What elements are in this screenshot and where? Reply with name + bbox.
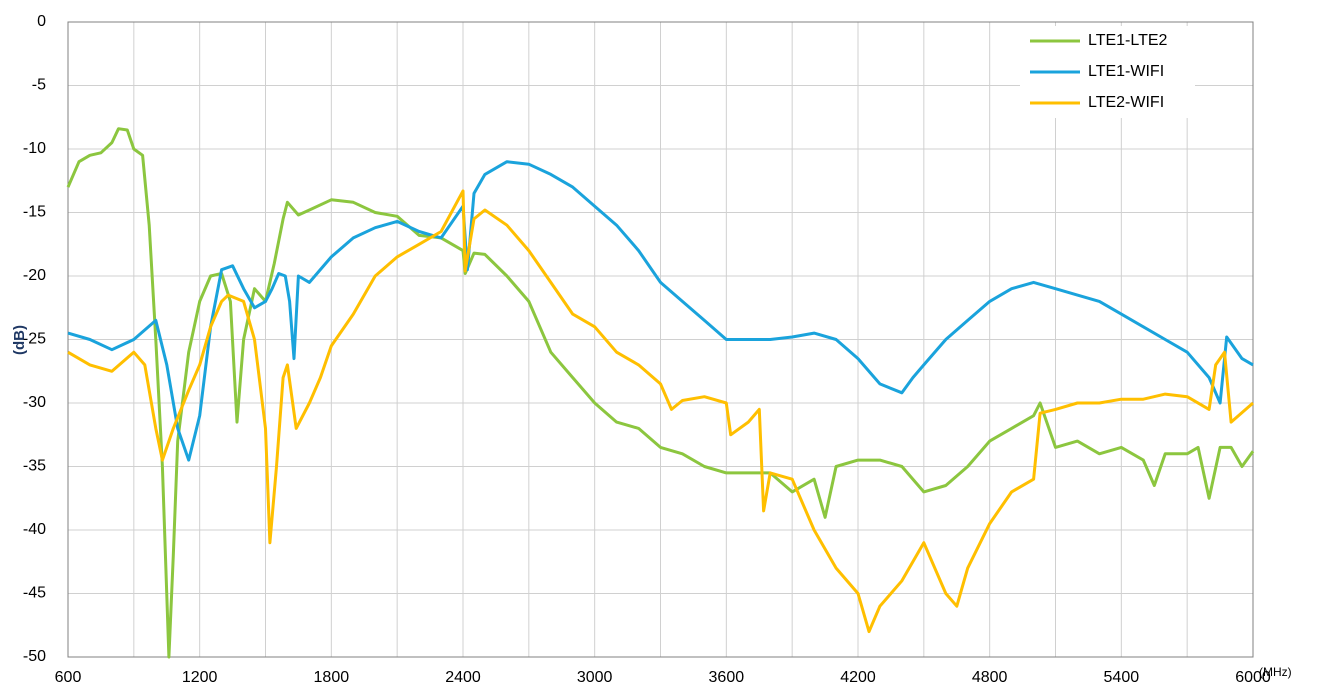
x-tick-label: 5400 [1104,669,1140,686]
y-tick-label: -15 [23,204,46,221]
y-tick-label: -10 [23,140,46,157]
y-tick-label: -35 [23,458,46,475]
y-tick-label: -25 [23,331,46,348]
plot-border [67,21,1254,658]
y-axis-label: (dB) [11,325,28,355]
y-tick-label: -50 [23,648,46,665]
y-tick-label: -45 [23,585,46,602]
x-tick-label: 1200 [182,669,218,686]
data-line [66,127,1255,659]
x-tick-label: 3600 [709,669,745,686]
x-tick-label: 3000 [577,669,613,686]
y-tick-label: -30 [23,394,46,411]
x-tick-label: 6000 [1235,669,1271,686]
legend-label: LTE1-LTE2 [1088,32,1168,49]
data-line [67,160,1254,462]
y-tick-label: 0 [37,13,46,30]
x-tick-label: 600 [55,669,82,686]
x-tick-label: 4200 [840,669,876,686]
data-line [67,189,1254,634]
legend: LTE1-LTE2 LTE1-WIFI LTE2-WIFI [1020,26,1195,118]
x-axis-label: (MHz) [1259,665,1292,679]
x-tick-label: 4800 [972,669,1008,686]
y-tick-label: -20 [23,267,46,284]
y-tick-label: -5 [32,77,46,94]
x-tick-label: 1800 [314,669,350,686]
y-tick-label: -40 [23,521,46,538]
legend-label: LTE1-WIFI [1088,63,1164,80]
x-tick-label: 2400 [445,669,481,686]
legend-label: LTE2-WIFI [1088,94,1164,111]
